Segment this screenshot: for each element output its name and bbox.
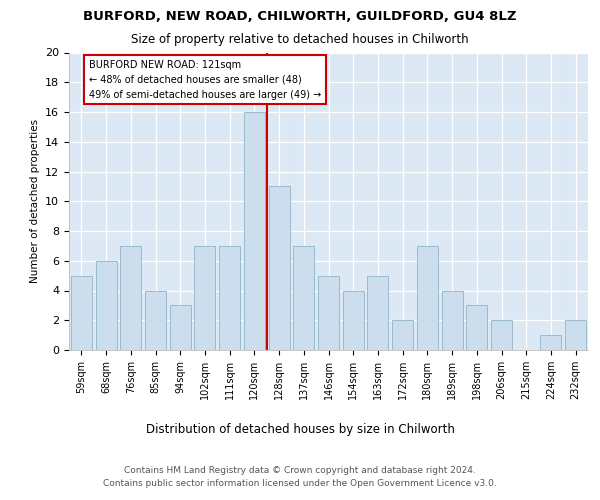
Text: Size of property relative to detached houses in Chilworth: Size of property relative to detached ho… xyxy=(131,32,469,46)
Bar xyxy=(71,276,92,350)
Bar xyxy=(417,246,438,350)
Text: Contains HM Land Registry data © Crown copyright and database right 2024.: Contains HM Land Registry data © Crown c… xyxy=(124,466,476,475)
Bar xyxy=(392,320,413,350)
Bar xyxy=(145,290,166,350)
Bar xyxy=(318,276,339,350)
Text: Contains public sector information licensed under the Open Government Licence v3: Contains public sector information licen… xyxy=(103,479,497,488)
Bar xyxy=(95,261,116,350)
Text: BURFORD NEW ROAD: 121sqm
← 48% of detached houses are smaller (48)
49% of semi-d: BURFORD NEW ROAD: 121sqm ← 48% of detach… xyxy=(89,60,321,100)
Bar xyxy=(343,290,364,350)
Bar xyxy=(565,320,586,350)
Bar xyxy=(466,306,487,350)
Bar xyxy=(194,246,215,350)
Bar xyxy=(170,306,191,350)
Bar xyxy=(120,246,141,350)
Bar xyxy=(541,335,562,350)
Text: BURFORD, NEW ROAD, CHILWORTH, GUILDFORD, GU4 8LZ: BURFORD, NEW ROAD, CHILWORTH, GUILDFORD,… xyxy=(83,10,517,23)
Bar xyxy=(367,276,388,350)
Bar xyxy=(219,246,240,350)
Bar xyxy=(442,290,463,350)
Text: Distribution of detached houses by size in Chilworth: Distribution of detached houses by size … xyxy=(146,422,454,436)
Bar xyxy=(491,320,512,350)
Bar xyxy=(293,246,314,350)
Bar xyxy=(269,186,290,350)
Bar xyxy=(244,112,265,350)
Y-axis label: Number of detached properties: Number of detached properties xyxy=(29,119,40,284)
